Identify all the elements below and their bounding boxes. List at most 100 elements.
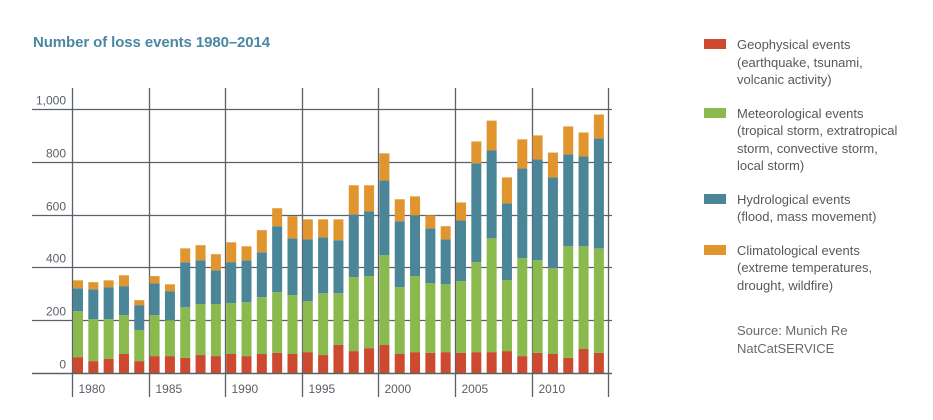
legend-swatch-climatological (704, 244, 726, 255)
bar-segment (134, 300, 145, 306)
x-tick-label: 1985 (156, 382, 183, 396)
bar-segment (348, 185, 359, 215)
chart-title: Number of loss events 1980–2014 (33, 34, 271, 51)
bar-segment (134, 361, 145, 373)
bar-segment (241, 356, 252, 373)
grid-lines (32, 88, 612, 397)
y-tick-label: 200 (46, 305, 66, 319)
bar-segment (256, 252, 267, 298)
bar-segment (103, 359, 114, 373)
bar-stack-1987 (180, 248, 191, 373)
y-tick-labels: 0 200 400 600 800 1,000 (36, 94, 66, 372)
bar-stack-1993 (272, 208, 283, 373)
bar-segment (210, 254, 221, 271)
bar-segment (272, 352, 283, 373)
bar-segment (149, 315, 160, 357)
legend-desc-line: (flood, mass movement) (737, 209, 877, 224)
x-tick-labels: 1980 1985 1990 1995 2000 2005 2010 (79, 382, 566, 396)
bar-segment (593, 114, 604, 139)
bar-segment (272, 292, 283, 353)
bar-segment (379, 255, 390, 346)
bar-segment (241, 260, 252, 303)
bar-segment (287, 238, 298, 296)
bar-segment (88, 289, 99, 320)
bar-segment (379, 180, 390, 256)
bar-segment (456, 220, 466, 282)
bar-stack-2011 (547, 152, 558, 373)
bar-segment (195, 304, 206, 356)
bar-stack-2005 (456, 202, 466, 373)
bar-segment (318, 237, 329, 294)
bar-segment (164, 284, 175, 292)
bar-stack-2001 (394, 199, 405, 373)
x-tick-label: 1990 (232, 382, 259, 396)
bar-stack-1982 (103, 280, 114, 373)
bar-segment (118, 353, 129, 373)
bar-segment (593, 248, 604, 353)
legend-swatch-geophysical (704, 39, 726, 49)
bar-segment (456, 202, 466, 221)
bar-segment (241, 246, 252, 261)
bar-segment (210, 270, 221, 305)
bar-segment (425, 215, 436, 229)
bar-segment (547, 268, 558, 354)
bar-segment (593, 352, 604, 373)
bar-segment (226, 242, 237, 263)
bar-segment (501, 177, 512, 204)
bar-segment (149, 356, 160, 373)
bar-segment (164, 291, 175, 321)
bar-segment (364, 211, 375, 277)
legend: Geophysical events (earthquake, tsunami,… (704, 36, 929, 310)
bar-segment (563, 357, 574, 373)
bar-segment (149, 283, 160, 316)
bar-stack-2003 (425, 215, 436, 373)
legend-desc-line: local storm) (737, 158, 805, 173)
bar-segment (73, 357, 83, 373)
stacked-bar-chart: 0 200 400 600 800 1,000 1980 1985 1990 1995 2000 2… (32, 88, 612, 397)
bar-segment (471, 163, 482, 263)
legend-swatch-hydrological (704, 193, 726, 204)
bar-stack-2014 (593, 114, 604, 373)
bar-stack-1995 (302, 219, 313, 373)
bars (73, 114, 604, 373)
bar-segment (318, 219, 329, 238)
bar-segment (486, 352, 497, 373)
bar-stack-1989 (210, 254, 221, 373)
legend-desc-line: (extreme temperatures, (737, 260, 873, 275)
legend-item-climatological: Climatological events (extreme temperatu… (704, 242, 929, 295)
bar-segment (149, 276, 160, 284)
legend-item-meteorological: Meteorological events (tropical storm, e… (704, 105, 929, 175)
bar-segment (118, 275, 129, 287)
bar-segment (471, 352, 482, 373)
bar-segment (364, 276, 375, 349)
bar-segment (425, 283, 436, 353)
bar-segment (256, 353, 267, 373)
bar-segment (456, 352, 466, 373)
bar-segment (348, 214, 359, 278)
bar-segment (210, 356, 221, 373)
bar-segment (333, 240, 344, 294)
bar-segment (333, 219, 344, 241)
bar-segment (226, 303, 237, 354)
bar-segment (364, 348, 375, 373)
bar-segment (501, 280, 512, 352)
bar-segment (532, 159, 543, 261)
bar-stack-1999 (364, 185, 375, 373)
bar-segment (195, 260, 206, 305)
bar-segment (333, 293, 344, 346)
bar-segment (578, 246, 589, 349)
bar-segment (348, 277, 359, 352)
bar-segment (134, 305, 145, 330)
bar-segment (425, 352, 436, 373)
legend-desc-line: storm, convective storm, (737, 140, 878, 156)
bar-segment (302, 301, 313, 353)
bar-segment (287, 353, 298, 373)
bar-segment (103, 319, 114, 359)
bar-segment (532, 352, 543, 373)
bar-segment (73, 311, 83, 358)
bar-segment (180, 357, 191, 373)
y-tick-label: 1,000 (36, 94, 66, 108)
y-tick-label: 0 (59, 358, 66, 372)
bar-segment (195, 245, 206, 261)
bar-segment (501, 203, 512, 281)
